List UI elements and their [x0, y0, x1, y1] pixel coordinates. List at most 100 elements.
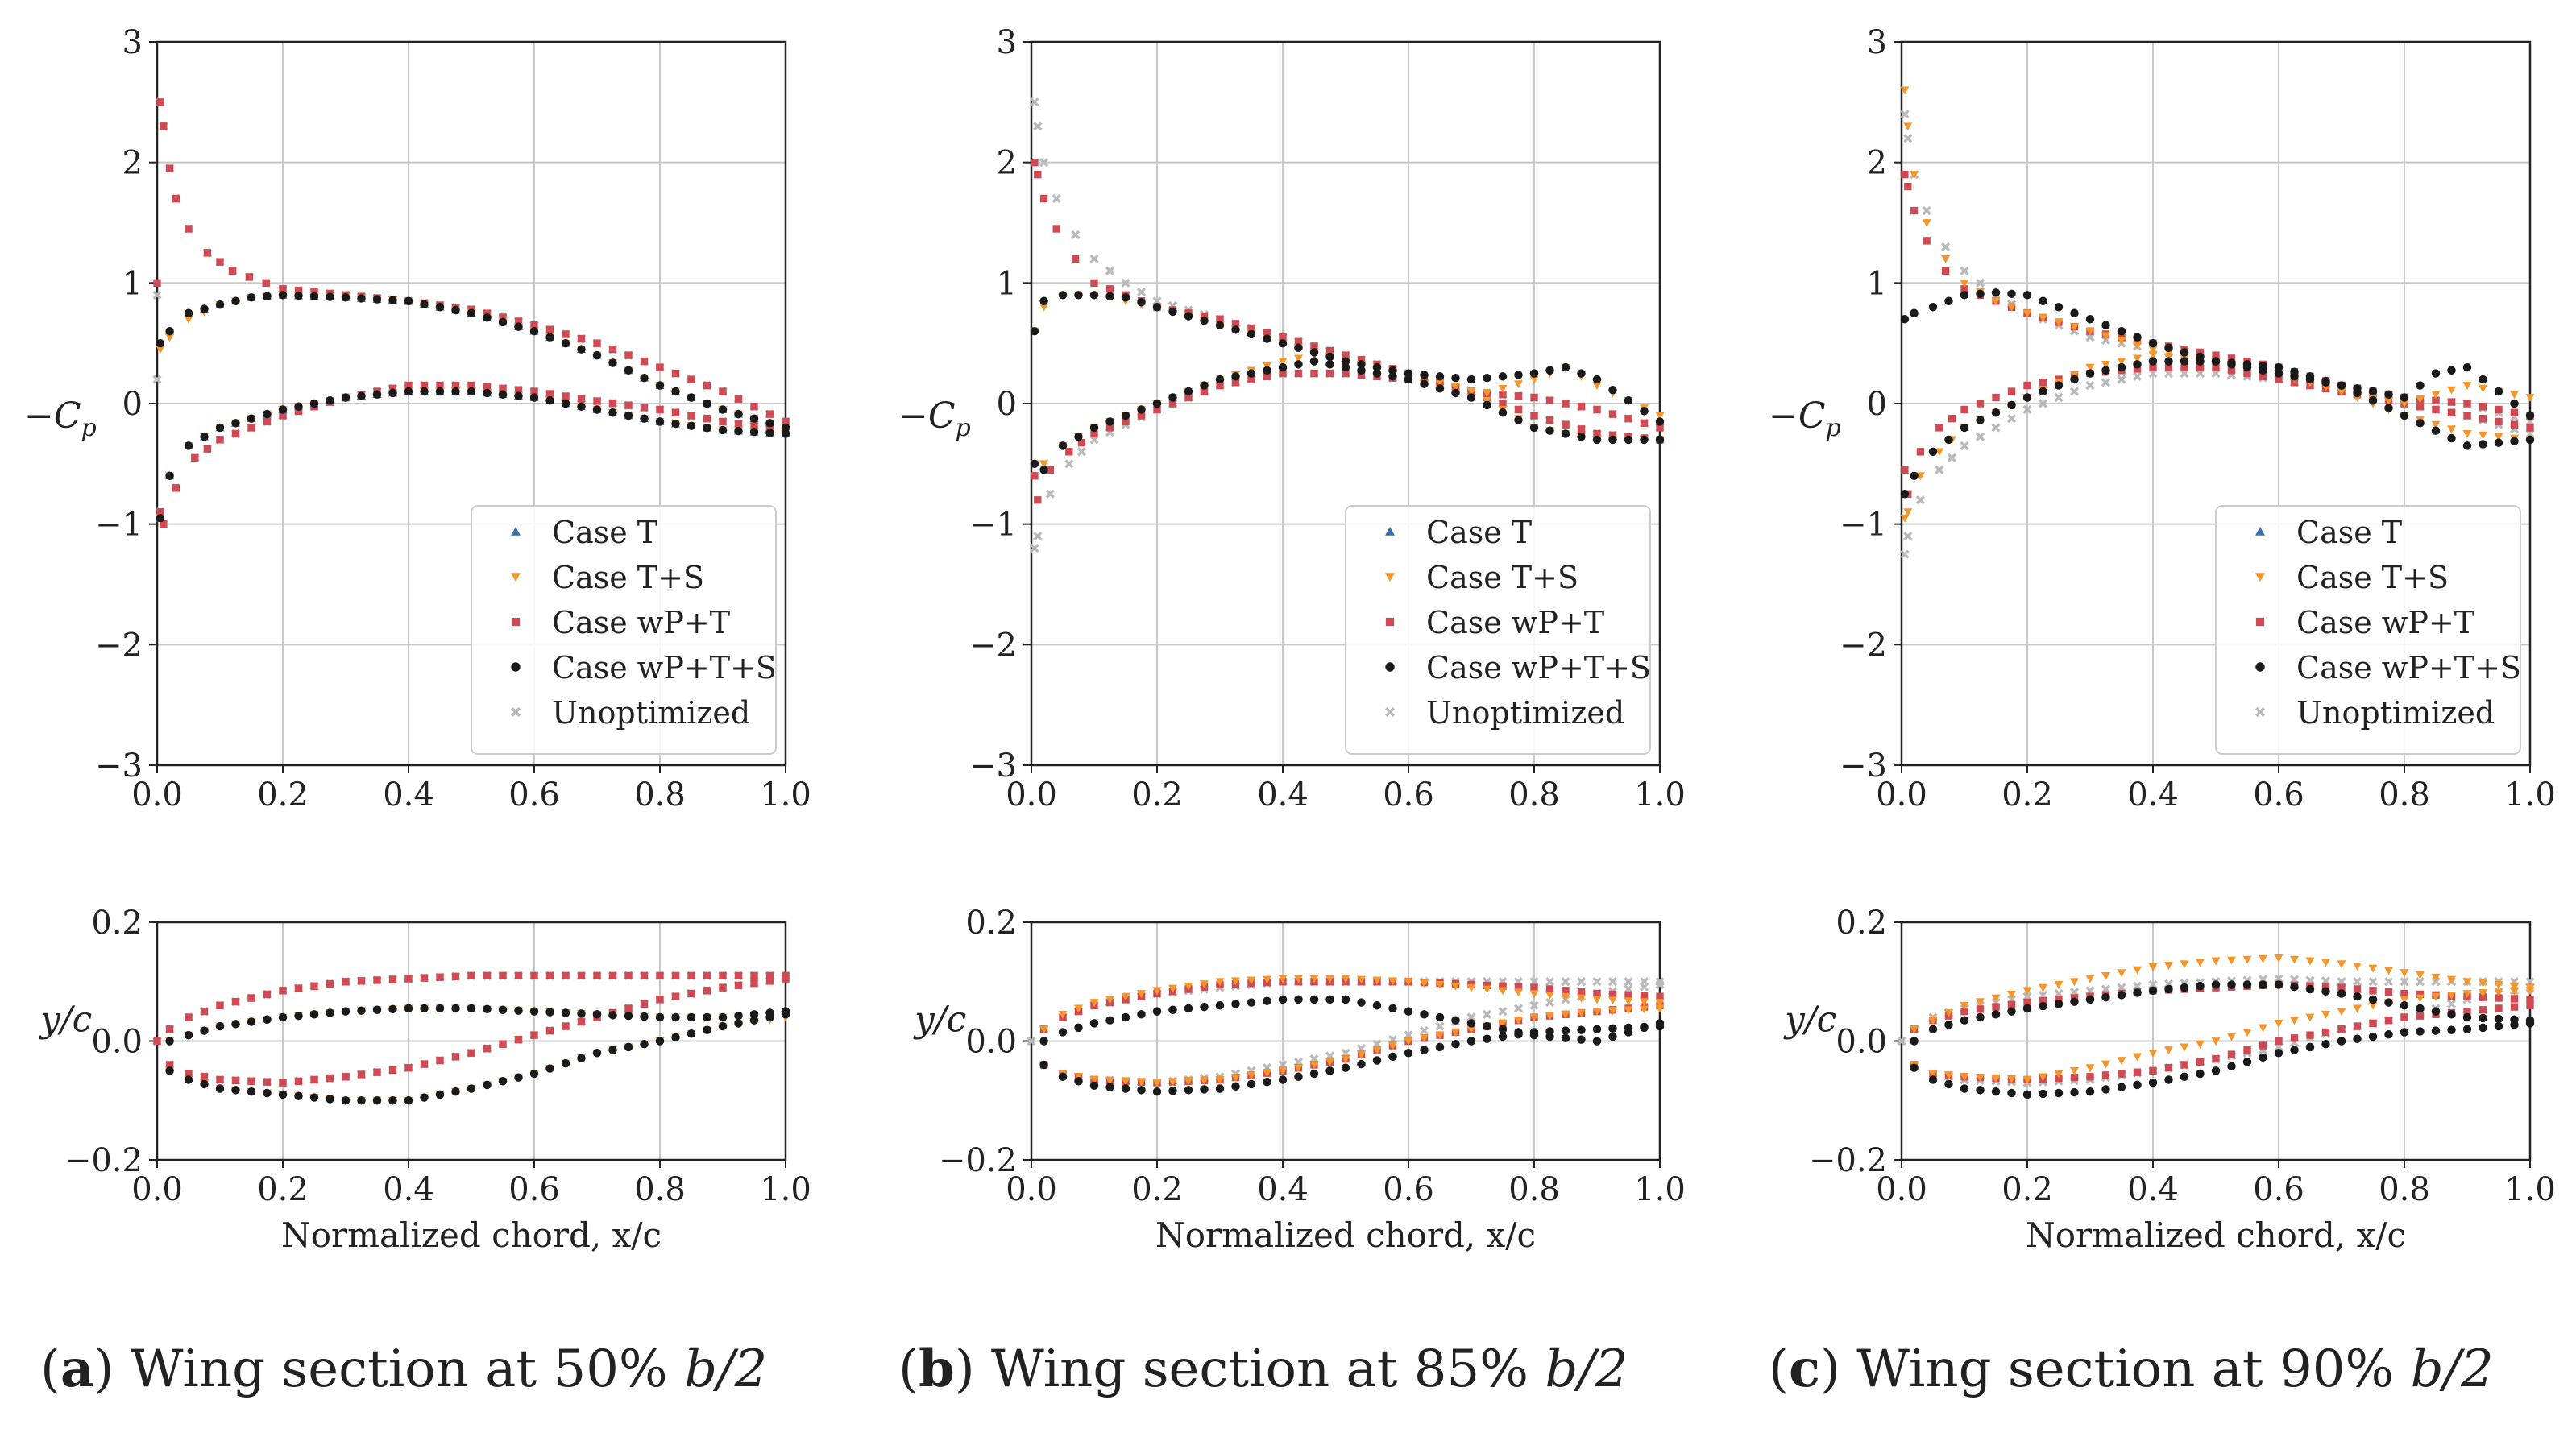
data-point-case_ts: [1200, 1076, 1209, 1085]
y-tick-label: 2: [1867, 145, 1887, 182]
data-point-case_wpt: [750, 979, 758, 988]
data-point-case_wpts: [2462, 1012, 2472, 1022]
data-points: [1900, 86, 2535, 559]
data-point-case_wpts: [1483, 400, 1491, 410]
series-case_wpt: [153, 971, 790, 1087]
data-point-case_wpt: [245, 273, 254, 281]
data-point-case_wpt: [1071, 255, 1080, 263]
panel-a-geo: 0.0 0.2 0.4 0.6 0.8 1.0−0.20.00.2y/cNormalize…: [39, 905, 811, 1255]
data-point-case_wpts: [1928, 303, 1938, 312]
data-point-case_wpts: [2337, 1037, 2346, 1046]
data-point-case_ts: [2431, 391, 2441, 400]
data-point-unoptimized: [1435, 1021, 1445, 1031]
data-point-case_wpts: [2070, 1087, 2079, 1097]
data-point-unoptimized: [1935, 465, 1944, 474]
data-point-case_wpts: [326, 1008, 334, 1017]
data-point-case_ts: [1960, 1073, 1969, 1082]
data-point-case_ts: [1640, 998, 1649, 1007]
data-point-case_wpts: [1215, 1001, 1225, 1010]
data-point-case_wpts: [278, 1090, 288, 1099]
data-point-case_wpts: [1976, 1012, 1985, 1022]
data-point-case_wpt: [1034, 496, 1042, 504]
data-point-case_wpt: [765, 410, 774, 418]
data-point-case_wpt: [703, 415, 711, 423]
data-point-case_ts: [1168, 984, 1177, 993]
data-point-case_wpt: [2227, 366, 2236, 375]
data-point-case_ts: [2305, 1013, 2315, 1022]
data-point-case_wpts: [2321, 376, 2330, 386]
data-point-case_wpt: [1065, 448, 1073, 456]
data-point-case_wpts: [2447, 1025, 2456, 1034]
data-point-case_wpts: [1137, 405, 1146, 414]
data-point-case_wpt: [231, 997, 240, 1006]
data-point-case_wpts: [388, 1096, 397, 1105]
data-point-case_ts: [1420, 1034, 1429, 1043]
data-point-case_ts: [1561, 1010, 1570, 1019]
legend-marker-case_t: [511, 527, 521, 536]
data-point-case_wpts: [467, 387, 476, 396]
data-point-case_ts: [2085, 1064, 2095, 1073]
data-point-case_wpt: [2023, 998, 2031, 1007]
data-point-case_ts: [2431, 973, 2441, 982]
data-point-case_wpt: [2196, 363, 2205, 371]
data-point-case_ts: [1215, 978, 1225, 987]
data-point-case_wpts: [1184, 1086, 1193, 1095]
data-point-case_wpts: [2054, 381, 2064, 390]
data-point-case_wpt: [2259, 1041, 2267, 1050]
data-point-case_wpt: [357, 977, 366, 985]
data-point-case_wpts: [184, 441, 193, 450]
data-point-case_wpts: [1640, 435, 1649, 445]
data-point-case_wpt: [342, 1073, 350, 1081]
data-point-case_ts: [1372, 976, 1382, 985]
data-point-case_wpts: [2431, 1026, 2441, 1035]
data-point-case_wpts: [1910, 1037, 1919, 1046]
data-point-case_wpt: [1046, 466, 1055, 474]
data-point-case_wpts: [1263, 366, 1271, 375]
data-point-case_wpts: [2368, 396, 2378, 405]
data-point-case_ts: [1357, 975, 1366, 984]
data-point-unoptimized: [152, 290, 162, 300]
data-point-unoptimized: [1576, 977, 1587, 987]
data-point-case_wpt: [1325, 369, 1334, 378]
data-point-unoptimized: [1941, 242, 1951, 251]
data-point-case_ts: [1514, 988, 1523, 997]
data-point-case_wpts: [263, 1015, 272, 1024]
data-point-case_wpt: [1034, 170, 1042, 179]
cp-axis-label: −Cp: [1769, 395, 1841, 442]
data-point-case_wpt: [734, 395, 743, 404]
data-point-case_ts: [1608, 996, 1617, 1005]
data-point-case_ts: [1922, 219, 1931, 227]
data-point-case_ts: [2290, 1017, 2299, 1025]
data-point-case_wpts: [1577, 369, 1586, 378]
data-point-case_ts: [2416, 971, 2425, 979]
data-point-case_wpt: [593, 339, 601, 347]
data-point-case_wpts: [215, 1084, 225, 1093]
data-point-case_wpt: [451, 1053, 460, 1061]
data-point-unoptimized: [2054, 392, 2064, 403]
data-point-case_wpt: [624, 351, 633, 359]
data-point-case_ts: [1294, 975, 1303, 983]
data-point-case_ts: [1640, 1005, 1649, 1014]
data-point-case_wpt: [1310, 342, 1318, 350]
data-point-case_ts: [1247, 1071, 1256, 1080]
y-tick-label: 3: [122, 24, 143, 61]
data-point-case_wpt: [1105, 424, 1114, 432]
data-point-case_wpt: [2180, 363, 2188, 371]
data-point-case_ts: [1960, 1001, 1969, 1010]
data-point-case_wpts: [2479, 440, 2487, 449]
x-tick-label: 0.4: [1257, 1171, 1309, 1208]
data-point-case_ts: [2368, 1001, 2378, 1010]
data-point-case_ts: [2479, 384, 2487, 393]
data-point-case_ts: [2007, 991, 2016, 999]
data-point-case_wpt: [279, 412, 287, 420]
data-point-case_wpts: [2054, 303, 2064, 312]
x-tick-label: 1.0: [760, 776, 811, 814]
data-point-case_wpts: [2227, 980, 2236, 989]
data-point-case_wpts: [2431, 426, 2441, 435]
data-point-case_wpts: [2242, 1058, 2252, 1066]
y-tick-label: −2: [1840, 627, 1887, 664]
data-point-case_wpt: [2384, 988, 2393, 996]
data-point-case_wpt: [1514, 405, 1523, 414]
data-point-case_wpts: [1655, 435, 1665, 445]
